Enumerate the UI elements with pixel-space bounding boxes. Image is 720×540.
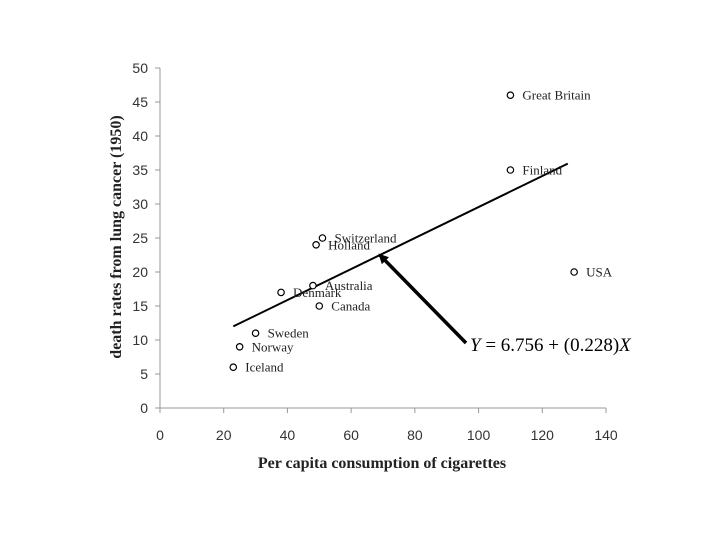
x-tick-label: 0: [156, 427, 164, 443]
data-point: [235, 342, 244, 351]
x-tick-label: 140: [594, 427, 618, 443]
regression-line: [232, 162, 569, 328]
data-point: [506, 91, 515, 100]
x-tick-label: 40: [280, 427, 296, 443]
x-axis-title: Per capita consumption of cigarettes: [258, 455, 506, 472]
y-tick-label: 5: [140, 366, 148, 382]
point-label: Switzerland: [334, 231, 397, 246]
data-point: [570, 268, 578, 276]
data-point: [318, 234, 327, 242]
y-tick-label: 25: [132, 230, 148, 246]
data-point: [229, 363, 238, 372]
point-label: Iceland: [245, 360, 284, 375]
data-point: [251, 329, 260, 338]
equation-part: X: [618, 335, 632, 356]
y-tick-label: 50: [132, 60, 148, 76]
x-tick-label: 20: [216, 427, 232, 443]
equation-part: Y: [470, 335, 483, 356]
y-axis-title: death rates from lung cancer (1950): [108, 115, 125, 358]
axes: [155, 67, 607, 413]
x-tick-label: 100: [467, 427, 491, 443]
y-tick-label: 0: [140, 400, 148, 416]
point-label: Holland: [328, 237, 370, 252]
y-tick-label: 35: [132, 162, 148, 178]
annotation-arrow: [378, 253, 468, 345]
regression-line-group: [232, 162, 569, 328]
y-tick-label: 45: [132, 94, 148, 110]
point-label: USA: [586, 265, 613, 280]
point-label: Canada: [331, 299, 370, 314]
data-point: [315, 302, 324, 310]
point-label: Australia: [325, 278, 373, 293]
tick-labels: 0 5 10 15 20 25 30 35 40 45 50 0 20 40 60 80 100 120 140: [132, 60, 617, 443]
x-tick-label: 60: [343, 427, 359, 443]
point-label: Finland: [522, 163, 562, 178]
equation-part: = 6.756 + (0.228): [481, 335, 620, 356]
data-point: [506, 166, 515, 174]
point-label: Sweden: [268, 326, 310, 341]
point-label: Great Britain: [522, 88, 591, 103]
y-tick-label: 40: [132, 128, 148, 144]
y-tick-label: 10: [132, 332, 148, 348]
data-point: [312, 241, 320, 249]
data-points: [229, 91, 578, 372]
regression-equation: Y = 6.756 + (0.228)X: [470, 335, 632, 356]
data-point: [309, 281, 317, 290]
point-label: Denmark: [293, 285, 342, 300]
annotation-group: Y = 6.756 + (0.228)X: [378, 253, 632, 356]
y-tick-label: 30: [132, 196, 148, 212]
y-tick-label: 20: [132, 264, 148, 280]
x-tick-label: 120: [531, 427, 555, 443]
point-label: Norway: [252, 339, 294, 354]
y-tick-label: 15: [132, 298, 148, 314]
x-tick-label: 80: [407, 427, 423, 443]
data-point: [277, 288, 285, 297]
